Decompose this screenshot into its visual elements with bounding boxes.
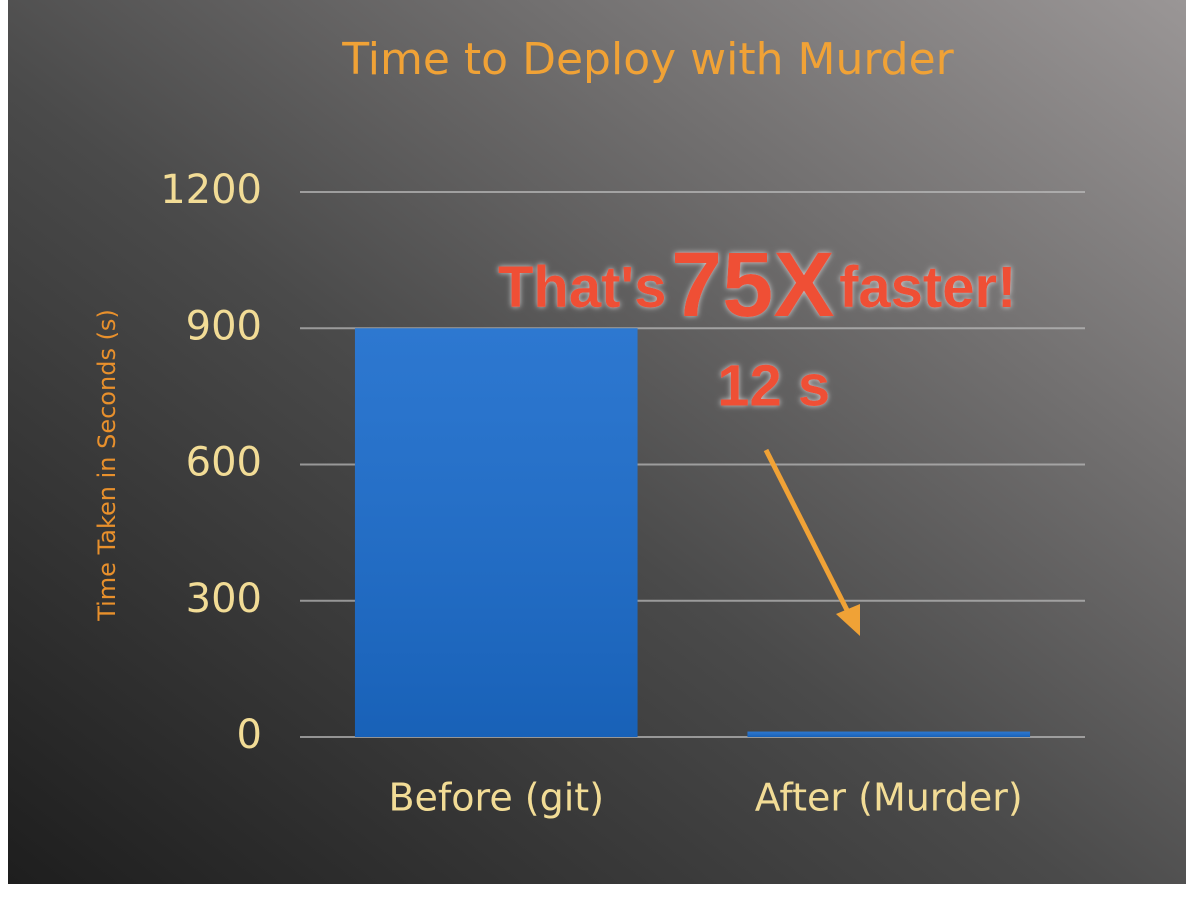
annotation: That's 75X faster! bbox=[498, 234, 1016, 336]
y-tick-label: 1200 bbox=[160, 167, 262, 213]
annotation-part: faster! bbox=[839, 255, 1016, 320]
y-tick-label: 300 bbox=[186, 576, 262, 622]
bar-shade bbox=[354, 328, 638, 737]
y-tick-label: 0 bbox=[237, 712, 262, 758]
bar-shade bbox=[747, 731, 1031, 737]
arrow bbox=[763, 448, 855, 622]
value-label: 12 s bbox=[717, 353, 830, 418]
annotation-part: That's bbox=[498, 255, 666, 320]
annotation-part: 75X bbox=[671, 234, 835, 336]
x-tick-label: Before (git) bbox=[388, 776, 604, 820]
y-tick-label: 900 bbox=[186, 303, 262, 349]
chart-title: Time to Deploy with Murder bbox=[341, 34, 954, 85]
y-tick-label: 600 bbox=[186, 440, 262, 486]
arrow-head bbox=[836, 604, 860, 636]
y-axis-label: Time Taken in Seconds (s) bbox=[93, 309, 121, 622]
x-tick-label: After (Murder) bbox=[755, 776, 1023, 820]
